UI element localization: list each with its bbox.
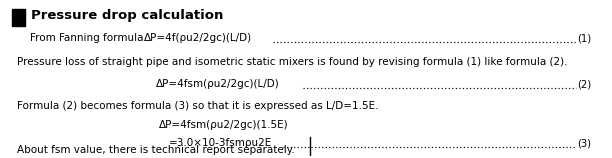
FancyBboxPatch shape bbox=[12, 9, 25, 26]
Text: Pressure drop calculation: Pressure drop calculation bbox=[31, 9, 223, 21]
Text: (3): (3) bbox=[577, 138, 591, 148]
Text: Pressure loss of straight pipe and isometric static mixers is found by revising : Pressure loss of straight pipe and isome… bbox=[17, 57, 567, 67]
Text: ΔP=4fsm(ρu2/2gc)(L/D): ΔP=4fsm(ρu2/2gc)(L/D) bbox=[156, 79, 280, 89]
Text: About fsm value, there is technical report separately.: About fsm value, there is technical repo… bbox=[17, 145, 294, 155]
Text: From Fanning formula: From Fanning formula bbox=[30, 33, 144, 43]
Text: ΔP=4fsm(ρu2/2gc)(1.5E): ΔP=4fsm(ρu2/2gc)(1.5E) bbox=[159, 120, 289, 130]
Text: (2): (2) bbox=[577, 79, 591, 89]
Text: Formula (2) becomes formula (3) so that it is expressed as L/D=1.5E.: Formula (2) becomes formula (3) so that … bbox=[17, 101, 378, 111]
Text: (1): (1) bbox=[577, 33, 591, 43]
Text: ΔP=4f(ρu2/2gc)(L/D): ΔP=4f(ρu2/2gc)(L/D) bbox=[144, 33, 252, 43]
Text: =3.0×10-3fsmρu2E: =3.0×10-3fsmρu2E bbox=[170, 138, 272, 148]
